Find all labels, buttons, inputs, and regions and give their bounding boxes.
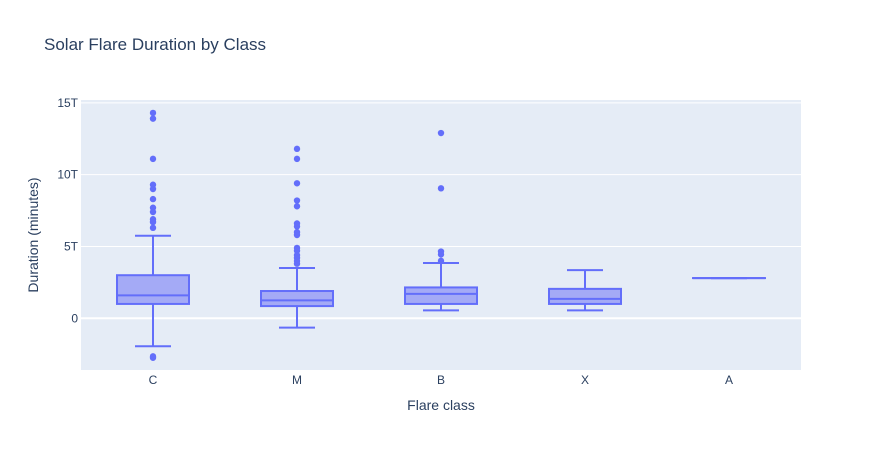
outlier-point xyxy=(149,115,157,122)
outlier-point xyxy=(293,203,301,210)
outlier-point xyxy=(149,109,157,117)
iqr-box xyxy=(116,274,190,305)
outlier-point xyxy=(149,195,157,203)
outlier-point xyxy=(437,185,445,192)
box-x xyxy=(548,269,622,312)
x-axis-title: Flare class xyxy=(407,397,475,413)
x-tick-label: B xyxy=(437,373,445,387)
outlier-point xyxy=(149,224,157,232)
iqr-box xyxy=(548,287,622,305)
outlier-point xyxy=(293,223,301,230)
outlier-point xyxy=(149,208,157,216)
y-axis-ticks: 0 5T 10T 15T xyxy=(57,96,78,325)
outlier-point xyxy=(293,180,301,187)
box-b xyxy=(404,129,478,312)
y-tick-label: 0 xyxy=(71,311,78,325)
box-c xyxy=(116,109,190,361)
y-axis-title: Duration (minutes) xyxy=(25,177,41,292)
outlier-point xyxy=(293,197,301,204)
outlier-point xyxy=(293,155,301,163)
outlier-point xyxy=(293,260,301,267)
outlier-point xyxy=(437,129,445,137)
outlier-point xyxy=(293,145,301,153)
outlier-point xyxy=(149,185,157,193)
iqr-box xyxy=(404,286,478,305)
x-tick-label: A xyxy=(725,373,733,387)
chart-title: Solar Flare Duration by Class xyxy=(44,35,266,54)
iqr-box xyxy=(260,290,334,308)
outlier-point xyxy=(437,251,445,258)
y-tick-label: 5T xyxy=(64,239,79,253)
outlier-point xyxy=(149,155,157,163)
x-tick-label: C xyxy=(149,373,158,387)
plot-area xyxy=(81,100,801,370)
y-tick-label: 15T xyxy=(57,96,78,110)
box-m xyxy=(260,145,334,329)
box-series xyxy=(116,109,766,361)
outlier-point xyxy=(293,231,301,239)
x-tick-label: M xyxy=(292,373,302,387)
outlier-point xyxy=(149,354,157,361)
y-tick-label: 10T xyxy=(57,168,78,182)
outlier-point xyxy=(437,257,445,265)
x-tick-label: X xyxy=(581,373,589,387)
outlier-point xyxy=(149,218,157,226)
gridlines xyxy=(81,102,801,320)
